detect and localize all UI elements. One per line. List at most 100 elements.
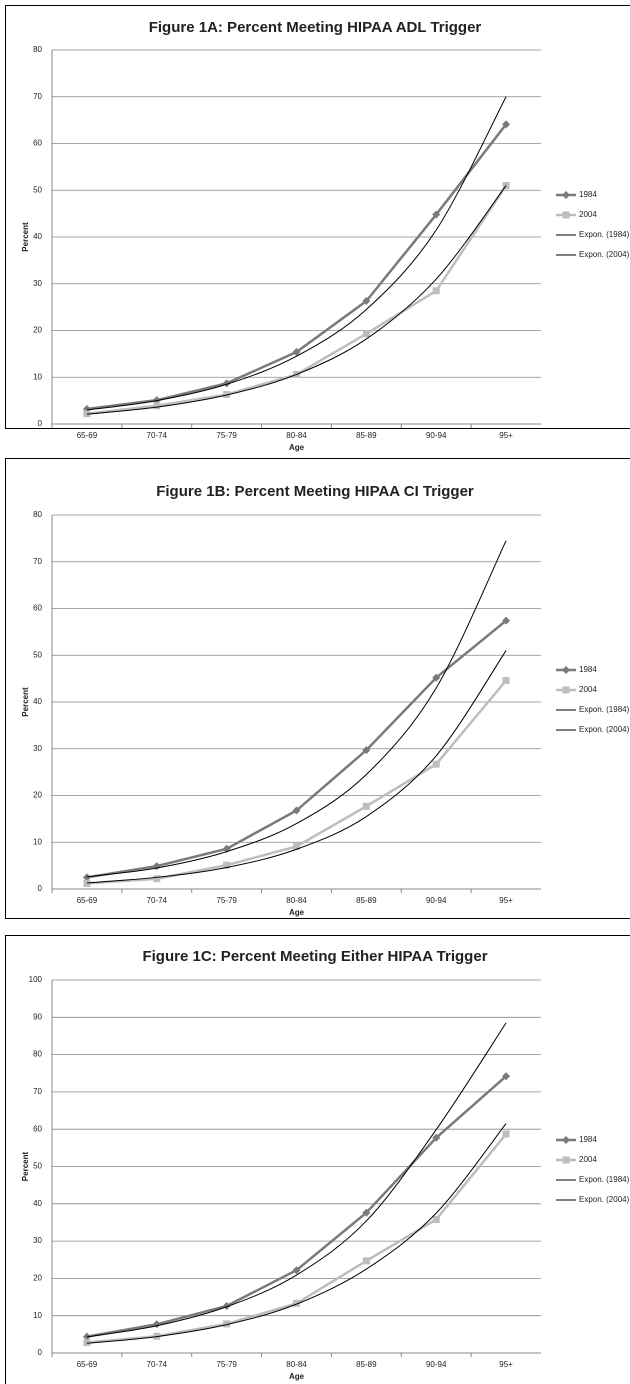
trend-line [86, 540, 507, 878]
marker [152, 1320, 161, 1329]
y-tick-label: 70 [33, 557, 42, 566]
legend-label: 1984 [579, 665, 597, 674]
y-tick-label: 10 [33, 1311, 42, 1320]
x-tick-label: 90-94 [426, 896, 447, 905]
marker [362, 746, 371, 755]
x-tick-label: 65-69 [77, 431, 98, 440]
marker [432, 1215, 440, 1223]
marker [293, 842, 300, 850]
x-tick-label: 85-89 [356, 431, 377, 440]
y-tick-label: 0 [38, 419, 43, 428]
chart-frame [5, 5, 630, 429]
x-tick-label: 80-84 [286, 896, 307, 905]
marker [223, 1320, 231, 1328]
marker [562, 686, 570, 694]
x-tick-label: 75-79 [216, 431, 237, 440]
legend-label: Expon. (2004) [579, 250, 630, 259]
y-tick-label: 50 [33, 650, 42, 659]
marker [362, 297, 371, 306]
y-tick-label: 70 [33, 92, 42, 101]
y-tick-label: 60 [33, 139, 42, 148]
x-tick-label: 80-84 [286, 431, 307, 440]
legend-label: 2004 [579, 210, 597, 219]
marker [432, 287, 440, 295]
marker [562, 1156, 570, 1164]
legend-label: Expon. (2004) [579, 725, 630, 734]
legend-label: 1984 [579, 1135, 597, 1144]
legend-label: Expon. (1984) [579, 230, 630, 239]
trend-line [86, 650, 507, 884]
y-tick-label: 40 [33, 1199, 42, 1208]
x-tick-label: 90-94 [426, 1360, 447, 1369]
marker [292, 806, 301, 815]
trend-line [86, 1022, 507, 1338]
legend-label: Expon. (1984) [579, 705, 630, 714]
y-axis-label: Percent [21, 222, 30, 252]
marker [562, 191, 570, 199]
chart-title: Figure 1B: Percent Meeting HIPAA CI Trig… [156, 483, 474, 500]
y-tick-label: 40 [33, 697, 42, 706]
y-tick-label: 80 [33, 510, 42, 519]
marker [432, 760, 440, 768]
y-tick-label: 0 [38, 1348, 43, 1357]
marker [562, 211, 570, 219]
marker [293, 1299, 300, 1307]
y-tick-label: 30 [33, 1236, 42, 1245]
marker [502, 676, 510, 684]
marker [502, 616, 511, 625]
x-tick-label: 80-84 [286, 1360, 307, 1369]
x-axis-label: Age [289, 1372, 305, 1381]
x-tick-label: 95+ [499, 431, 513, 440]
marker [562, 666, 570, 674]
series-line [86, 184, 508, 415]
y-tick-label: 30 [33, 279, 42, 288]
legend-label: 1984 [579, 190, 597, 199]
legend-label: Expon. (1984) [579, 1175, 630, 1184]
y-tick-label: 30 [33, 744, 42, 753]
y-tick-label: 70 [33, 1087, 42, 1096]
marker [292, 348, 301, 357]
x-tick-label: 65-69 [77, 896, 98, 905]
marker [362, 330, 370, 338]
y-tick-label: 20 [33, 1274, 42, 1283]
x-tick-label: 70-74 [147, 431, 168, 440]
y-tick-label: 20 [33, 791, 42, 800]
x-tick-label: 85-89 [356, 896, 377, 905]
y-tick-label: 10 [33, 837, 42, 846]
legend-label: 2004 [579, 685, 597, 694]
chart-title: Figure 1A: Percent Meeting HIPAA ADL Tri… [149, 19, 482, 36]
marker [292, 1266, 301, 1275]
marker [432, 210, 441, 219]
marker [502, 182, 510, 190]
x-tick-label: 65-69 [77, 1360, 98, 1369]
legend-label: 2004 [579, 1155, 597, 1164]
y-tick-label: 40 [33, 232, 42, 241]
y-tick-label: 20 [33, 326, 42, 335]
marker [502, 120, 511, 129]
x-tick-label: 95+ [499, 1360, 513, 1369]
marker [432, 1133, 441, 1142]
y-tick-label: 90 [33, 1012, 42, 1021]
chart-frame [5, 458, 630, 919]
x-tick-label: 70-74 [147, 1360, 168, 1369]
marker [362, 802, 370, 810]
x-tick-label: 75-79 [216, 896, 237, 905]
series-line [86, 123, 508, 411]
marker [362, 1257, 370, 1265]
y-tick-label: 80 [33, 1050, 42, 1059]
y-tick-label: 50 [33, 185, 42, 194]
chart-title: Figure 1C: Percent Meeting Either HIPAA … [142, 948, 487, 965]
marker [222, 1302, 231, 1311]
marker [153, 402, 161, 410]
series-line [86, 1075, 507, 1338]
y-tick-label: 10 [33, 372, 42, 381]
chart-frame [5, 935, 630, 1384]
marker [83, 879, 91, 887]
marker [223, 861, 231, 869]
series-line [86, 1133, 508, 1344]
legend-label: Expon. (2004) [579, 1195, 630, 1204]
trend-line [86, 96, 507, 411]
x-tick-label: 75-79 [216, 1360, 237, 1369]
marker [83, 1339, 91, 1347]
